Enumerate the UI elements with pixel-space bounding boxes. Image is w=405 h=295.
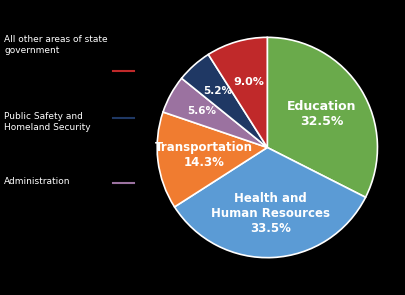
Wedge shape — [267, 37, 377, 197]
Wedge shape — [157, 112, 267, 207]
Text: Public Safety and
Homeland Security: Public Safety and Homeland Security — [4, 112, 91, 132]
Wedge shape — [163, 78, 267, 148]
Text: Transportation
14.3%: Transportation 14.3% — [155, 141, 253, 169]
Text: 5.6%: 5.6% — [188, 106, 216, 116]
Wedge shape — [181, 55, 267, 148]
Text: All other areas of state
government: All other areas of state government — [4, 35, 108, 55]
Text: 5.2%: 5.2% — [203, 86, 232, 96]
Text: 9.0%: 9.0% — [233, 77, 264, 87]
Text: Health and
Human Resources
33.5%: Health and Human Resources 33.5% — [211, 192, 330, 235]
Text: Administration: Administration — [4, 177, 70, 186]
Wedge shape — [175, 148, 366, 258]
Text: Education
32.5%: Education 32.5% — [287, 100, 356, 128]
Wedge shape — [208, 37, 267, 148]
